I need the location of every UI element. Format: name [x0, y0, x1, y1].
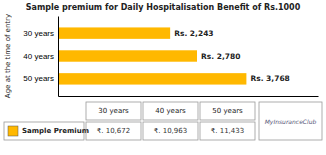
y-axis-line [58, 17, 59, 97]
table-value: ₹. 11,433 [211, 127, 244, 135]
table-header: 30 years [98, 107, 129, 115]
table-header-cell [200, 102, 255, 120]
table-header: 40 years [155, 107, 186, 115]
data-label: Rs. 3,768 [250, 74, 289, 83]
table-header-cell [143, 102, 198, 120]
bars [58, 27, 246, 84]
x-axis-line [59, 96, 319, 97]
y-axis: 50 years 40 years 30 years [23, 17, 58, 97]
legend-swatch [8, 126, 18, 136]
bar [58, 27, 170, 38]
y-tick-label: 40 years [23, 52, 54, 61]
table-value: ₹. 10,672 [97, 127, 130, 135]
title: Sample premium for Daily Hospitalisation… [26, 3, 301, 12]
data-label: Rs. 2,780 [201, 52, 240, 61]
y-tick: 40 years [23, 52, 54, 61]
y-tick: 30 years [23, 29, 54, 38]
table-header: 50 years [212, 107, 243, 115]
table: 30 years 40 years 50 years Sample Premium ₹.… [4, 102, 322, 140]
table-cell [200, 122, 255, 140]
table-value: ₹. 10,963 [154, 127, 187, 135]
plot-area: 50 years 40 years 30 years Rs. 3,768 Rs. 2,7… [23, 17, 318, 97]
x-axis [59, 96, 319, 97]
bar [58, 50, 197, 61]
table-cell [143, 122, 198, 140]
table-row-label: Sample Premium [22, 127, 89, 135]
bar [58, 73, 246, 84]
table-header-cell [86, 102, 141, 120]
table-cell [86, 122, 141, 140]
chart: Sample premium for Daily Hospitalisation… [0, 0, 326, 155]
watermark-box [259, 102, 322, 140]
data-label: Rs. 2,243 [174, 29, 213, 38]
y-tick: 50 years [23, 74, 54, 83]
y-axis-title: Age at the time of entry [4, 14, 12, 98]
watermark: MyInsuranceClub [265, 118, 317, 126]
y-tick-label: 50 years [23, 74, 54, 83]
y-tick-label: 30 years [23, 29, 54, 38]
data-labels: Rs. 3,768 Rs. 2,780 Rs. 2,243 [174, 29, 290, 84]
